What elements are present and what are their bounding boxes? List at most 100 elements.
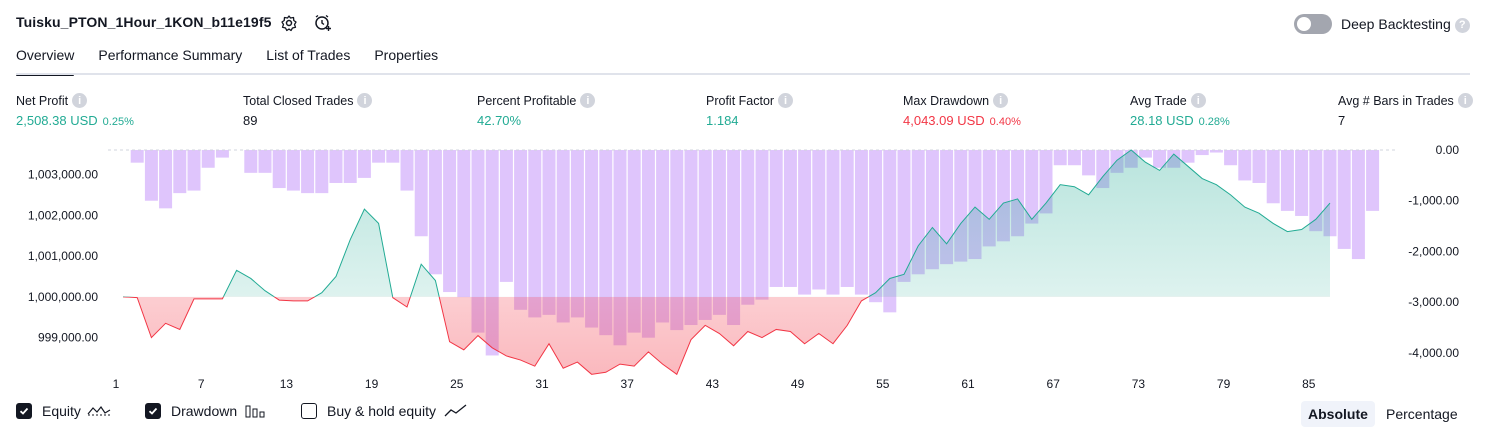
right-axis-tick: -1,000.00 bbox=[1408, 194, 1459, 208]
drawdown-bar bbox=[1337, 150, 1351, 249]
drawdown-bar bbox=[1238, 150, 1252, 181]
drawdown-checkbox[interactable] bbox=[145, 403, 161, 419]
drawdown-bar bbox=[1295, 150, 1309, 216]
metric-value: 28.18 USD bbox=[1130, 113, 1194, 128]
drawdown-bar bbox=[869, 150, 883, 303]
drawdown-bar bbox=[556, 150, 570, 323]
metric-percent: 0.25% bbox=[102, 116, 134, 128]
help-icon[interactable]: i bbox=[1190, 93, 1206, 108]
left-axis-tick: 1,003,000.00 bbox=[28, 167, 98, 181]
x-axis-tick: 13 bbox=[280, 377, 294, 391]
help-icon[interactable]: i bbox=[580, 93, 596, 108]
drawdown-bar bbox=[1025, 150, 1039, 224]
drawdown-bar bbox=[372, 150, 386, 163]
drawdown-bar bbox=[343, 150, 357, 183]
left-axis-tick: 1,002,000.00 bbox=[28, 208, 98, 222]
drawdown-bar bbox=[215, 150, 229, 158]
drawdown-bar bbox=[499, 150, 513, 282]
drawdown-bar bbox=[897, 150, 911, 282]
strategy-title: Tuisku_PTON_1Hour_1KON_b11e19f5 bbox=[16, 14, 272, 30]
metric-total-closed-trades: Total Closed Trades i 89 bbox=[243, 93, 373, 128]
equity-checkbox[interactable] bbox=[16, 403, 32, 419]
right-axis: 0.00 -1,000.00 -2,000.00 -3,000.00 -4,000.00 bbox=[1408, 143, 1459, 360]
drawdown-bar bbox=[684, 150, 698, 326]
drawdown-bar bbox=[1082, 150, 1096, 176]
help-icon[interactable]: i bbox=[357, 93, 373, 108]
metric-profit-factor: Profit Factor i 1.184 bbox=[706, 93, 794, 128]
drawdown-bar bbox=[698, 150, 712, 320]
buy-hold-line-icon bbox=[444, 404, 467, 417]
x-axis-tick: 43 bbox=[706, 377, 720, 391]
drawdown-bar bbox=[159, 150, 173, 209]
drawdown-bar bbox=[826, 150, 840, 295]
tab-performance-summary[interactable]: Performance Summary bbox=[98, 47, 243, 63]
drawdown-bar bbox=[286, 150, 300, 191]
help-icon[interactable]: i bbox=[993, 93, 1009, 108]
drawdown-bar bbox=[329, 150, 343, 183]
equity-drawdown-chart[interactable]: 1,003,000.00 1,002,000.00 1,001,000.00 1,00… bbox=[0, 140, 1486, 395]
drawdown-bar bbox=[457, 150, 471, 298]
legend-buy-hold[interactable]: Buy & hold equity bbox=[301, 403, 468, 419]
x-axis-tick: 19 bbox=[365, 377, 379, 391]
drawdown-bar bbox=[798, 150, 812, 295]
metric-value: 4,043.09 USD bbox=[903, 113, 985, 128]
right-axis-tick: 0.00 bbox=[1436, 143, 1460, 157]
metric-label: Profit Factor bbox=[706, 93, 775, 108]
drawdown-bar bbox=[258, 150, 272, 173]
drawdown-bar bbox=[414, 150, 428, 237]
equity-line-icon bbox=[87, 405, 111, 416]
tab-overview[interactable]: Overview bbox=[16, 47, 75, 76]
x-axis-tick: 7 bbox=[198, 377, 205, 391]
help-icon[interactable]: i bbox=[1457, 93, 1473, 108]
drawdown-bar bbox=[641, 150, 655, 338]
equity-area bbox=[122, 149, 1331, 376]
help-icon[interactable]: ? bbox=[1454, 17, 1470, 33]
drawdown-bar bbox=[428, 150, 442, 275]
drawdown-bar bbox=[471, 150, 485, 333]
drawdown-bar bbox=[542, 150, 556, 315]
metric-net-profit: Net Profit i 2,508.38 USD 0.25% bbox=[16, 93, 134, 128]
metric-avg-bars-in-trades: Avg # Bars in Trades i 7 bbox=[1338, 93, 1473, 128]
percentage-button[interactable]: Percentage bbox=[1386, 406, 1458, 422]
drawdown-bar bbox=[840, 150, 854, 287]
add-alert-icon[interactable] bbox=[312, 12, 334, 34]
buy-hold-label: Buy & hold equity bbox=[327, 403, 436, 419]
drawdown-bar bbox=[1280, 150, 1294, 211]
drawdown-bar bbox=[940, 150, 954, 265]
help-icon[interactable]: i bbox=[72, 93, 88, 108]
metric-label: Avg Trade bbox=[1130, 93, 1187, 108]
left-axis-tick: 1,001,000.00 bbox=[28, 249, 98, 263]
drawdown-bar bbox=[656, 150, 670, 323]
drawdown-bar bbox=[599, 150, 613, 336]
help-icon[interactable]: i bbox=[778, 93, 794, 108]
deep-backtesting-toggle[interactable] bbox=[1294, 14, 1332, 34]
tab-list-of-trades[interactable]: List of Trades bbox=[266, 47, 351, 63]
drawdown-bar bbox=[712, 150, 726, 315]
x-axis-tick: 67 bbox=[1047, 377, 1061, 391]
drawdown-bar bbox=[173, 150, 187, 194]
equity-line-negative bbox=[122, 296, 870, 376]
x-axis-tick: 61 bbox=[961, 377, 975, 391]
drawdown-bar bbox=[144, 150, 158, 201]
x-axis-tick: 1 bbox=[113, 377, 120, 391]
legend-drawdown[interactable]: Drawdown bbox=[145, 403, 267, 419]
drawdown-bar bbox=[812, 150, 826, 290]
settings-icon[interactable] bbox=[278, 12, 300, 34]
drawdown-bar bbox=[670, 150, 684, 331]
drawdown-bar bbox=[187, 150, 201, 191]
left-axis-tick: 1,000,000.00 bbox=[28, 290, 98, 304]
drawdown-bar bbox=[783, 150, 797, 287]
x-axis-tick: 31 bbox=[535, 377, 549, 391]
metric-value: 7 bbox=[1338, 113, 1346, 128]
legend-equity[interactable]: Equity bbox=[16, 403, 111, 419]
metric-label: Avg # Bars in Trades bbox=[1338, 93, 1454, 108]
x-axis-tick: 85 bbox=[1302, 377, 1316, 391]
drawdown-bar bbox=[727, 150, 741, 326]
absolute-button[interactable]: Absolute bbox=[1301, 401, 1375, 427]
tab-properties[interactable]: Properties bbox=[374, 47, 439, 63]
right-axis-tick: -2,000.00 bbox=[1408, 244, 1459, 258]
metric-percent: 0.28% bbox=[1198, 116, 1230, 128]
x-axis-tick: 25 bbox=[450, 377, 464, 391]
drawdown-bar bbox=[1209, 150, 1223, 153]
buy-hold-checkbox[interactable] bbox=[301, 403, 317, 419]
